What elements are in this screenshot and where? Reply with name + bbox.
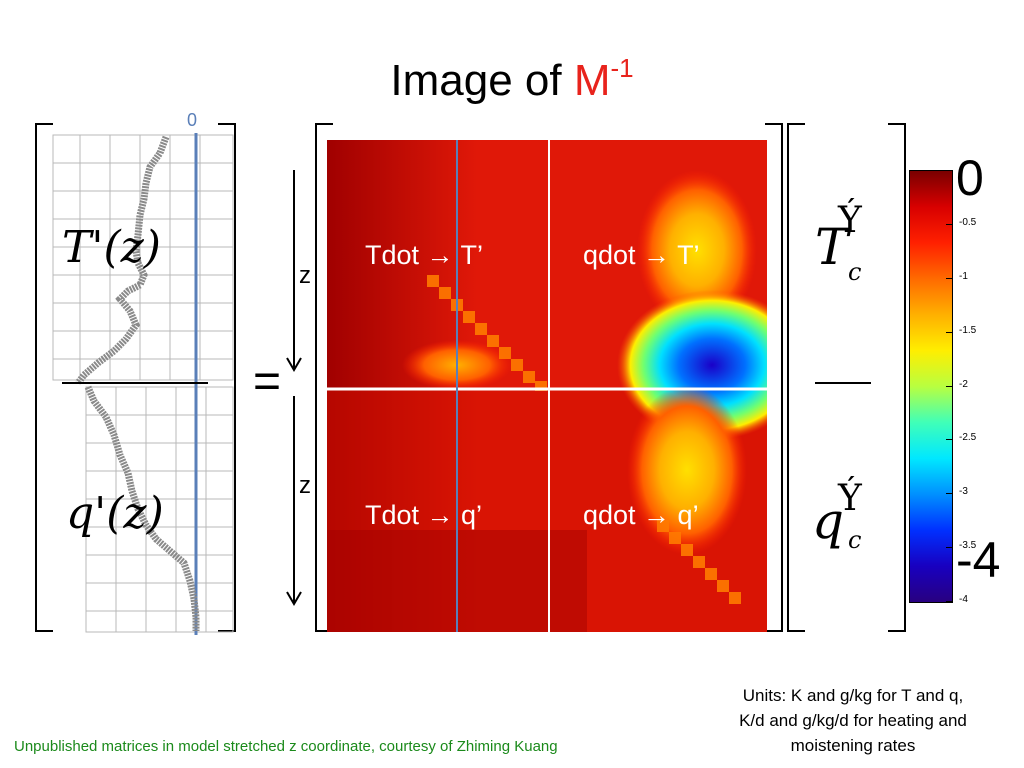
quadrant-bottom-right-label: qdot → q’ [583,500,699,530]
q-c-over: Ý [838,478,862,519]
t-prime-label: T'(z) [62,222,161,273]
quadrant-bottom-left-label: Tdot → q’ [365,500,483,530]
units-line-1: Units: K and g/kg for T and q, [742,686,964,705]
colorbar-tick-mark [946,601,952,602]
right-vector-bracket-right [888,123,906,632]
title-symbol: M [573,56,611,105]
right-vector-bracket-left [787,123,805,632]
title-exponent: -1 [610,53,634,83]
colorbar-tick-mark [946,547,952,549]
matrix-bracket-left [315,123,333,632]
colorbar-tick-mark [946,385,952,387]
bottom-profile-grid [85,386,234,633]
t-profile-curve [75,135,170,386]
equals-sign: = [253,355,282,408]
q-prime-label: q'(z) [66,488,164,539]
t-c-main: T [815,218,849,276]
colorbar-tick-label: -3 [959,486,968,498]
zero-tick-label: 0 [187,110,198,130]
z-label-upper: z [299,262,311,289]
profile-panels [52,133,234,635]
right-vector-divider [815,382,871,384]
t-c-sub: c [848,258,862,286]
colorbar-tick-mark [946,493,952,495]
colorbar-tick-label: -0.5 [959,216,977,228]
colorbar-tick-label: -2.5 [959,432,977,444]
left-vector-bracket-left [35,123,53,632]
colorbar-tick-label: -1 [959,270,968,282]
q-profile-curve [84,385,200,631]
quadrant-top-left-label: Tdot → T’ [365,240,484,270]
slide-title: Image of M-1 [0,40,1024,109]
colorbar-top-label: 0 [956,150,984,206]
left-vector-bracket-right [218,123,236,632]
matrix-bracket-right [765,123,783,632]
colorbar-tick-label: -1.5 [959,324,977,336]
colorbar-tick-label: -4 [959,594,968,605]
units-note: Units: K and g/kg for T and q, K/d and g… [688,683,1018,758]
colorbar-tick-label: -2 [959,378,968,390]
z-arrows [286,170,302,606]
colorbar-tick-mark [946,331,952,333]
units-line-2: K/d and g/kg/d for heating and [739,711,967,730]
colorbar-tick-label: -3.5 [959,540,977,552]
colorbar [909,170,953,603]
colorbar-tick-mark [946,439,952,441]
quadrant-top-right-label: qdot → T’ [583,240,700,270]
t-c-over: Ý [838,200,862,241]
footnote: Unpublished matrices in model stretched … [14,738,558,755]
q-c-sub: c [848,526,862,554]
matrix-heatmap [327,140,767,632]
z-label-lower: z [299,472,311,499]
title-text: Image of [390,56,562,105]
colorbar-tick-mark [946,223,952,225]
units-line-3: moistening rates [790,736,916,755]
colorbar-bottom-label: -4 [956,532,1001,588]
diagonal-band [427,275,741,604]
q-c-main: q [812,492,845,550]
colorbar-tick-mark [946,277,952,279]
